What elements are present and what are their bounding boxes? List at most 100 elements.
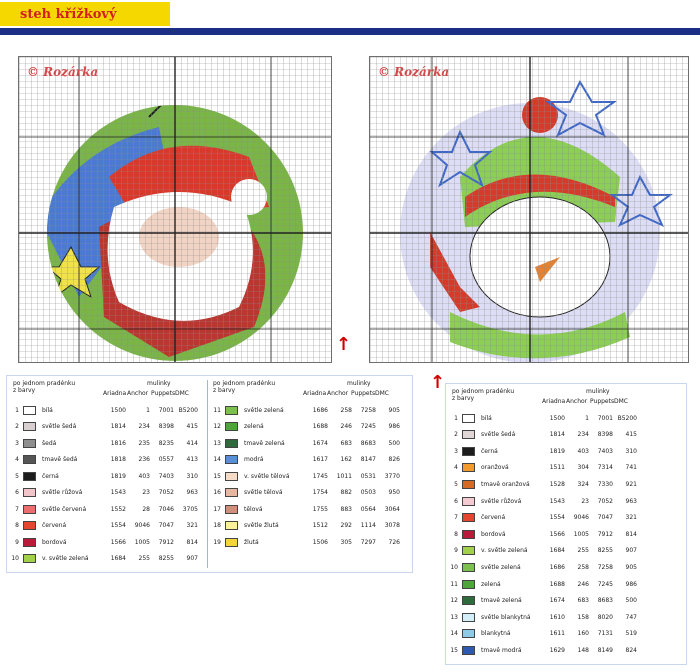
legend-column-header: Puppets — [151, 390, 176, 397]
legend-color-name: v. světle tělová — [244, 472, 290, 480]
legend-row-number: 5 — [454, 480, 458, 488]
legend-puppets: 7330 — [597, 480, 613, 488]
legend-row: 9 v. světle zelená 1684 255 8255 907 — [448, 543, 637, 559]
legend-ariadna: 1611 — [549, 630, 565, 638]
legend-swatch — [462, 645, 475, 655]
legend-row: 1 bílá 1500 1 7001 B5200 — [448, 410, 637, 426]
legend-anchor: 28 — [142, 505, 150, 513]
legend-swatch — [225, 504, 238, 514]
legend-row-number: 15 — [450, 646, 458, 654]
legend-puppets: 7001 — [597, 414, 613, 422]
legend-dmc: B5200 — [178, 406, 198, 414]
legend-row-number: 16 — [213, 489, 221, 496]
legend-color-name: bílá — [481, 414, 492, 422]
legend-anchor: 246 — [340, 423, 352, 430]
legend-puppets: 8235 — [158, 439, 174, 447]
legend-ariadna: 1745 — [312, 472, 328, 480]
legend-column-header: Anchor — [327, 390, 349, 397]
legend-row-number: 9 — [15, 538, 19, 546]
page-title: steh křížkový — [20, 7, 117, 22]
legend-row-number: 17 — [213, 505, 221, 513]
legend-swatch — [225, 405, 238, 415]
legend-color-name: tělová — [244, 505, 263, 513]
legend-row-number: 8 — [15, 522, 19, 529]
legend-puppets: 7052 — [597, 497, 613, 505]
legend-row: 4 tmavě šedá 1818 236 0557 413 — [9, 452, 198, 468]
legend-row-number: 7 — [15, 505, 19, 513]
legend-row-number: 3 — [15, 439, 19, 447]
legend-anchor: 403 — [138, 472, 150, 480]
legend-row: 11 světle zelená 1686 258 7258 905 — [211, 402, 400, 418]
legend-color-name: v. světle zelená — [481, 547, 528, 555]
legend-swatch — [462, 546, 475, 556]
legend-puppets: 7047 — [597, 514, 613, 522]
legend-dmc: 986 — [388, 423, 400, 430]
legend-color-name: černá — [42, 472, 59, 480]
legend-swatch — [23, 537, 36, 547]
legend-swatch — [462, 446, 475, 456]
legend-row: 10 světle zelená 1686 258 7258 905 — [448, 559, 637, 575]
legend-dmc: 321 — [186, 522, 198, 529]
legend-anchor: 304 — [577, 464, 589, 472]
legend-dmc: 921 — [625, 480, 637, 488]
legend-puppets: 7912 — [597, 530, 613, 538]
legend-color-name: oranžová — [481, 464, 509, 472]
legend-puppets: 0564 — [360, 505, 376, 513]
legend-ariadna: 1566 — [549, 530, 565, 538]
legend-swatch — [462, 430, 475, 440]
legend-dmc: 986 — [625, 580, 637, 588]
legend-column-header: DMC — [614, 398, 628, 405]
legend-anchor: 1 — [585, 414, 589, 422]
legend-row: 12 tmavě zelená 1674 683 8683 500 — [448, 593, 637, 609]
legend-swatch — [23, 422, 36, 431]
legend-anchor: 23 — [581, 497, 589, 505]
legend-ariadna: 1554 — [549, 514, 565, 522]
legend-dmc: 413 — [186, 456, 198, 463]
legend-row-number: 11 — [213, 406, 221, 414]
legend-row: 2 světle šedá 1814 234 8398 415 — [9, 419, 198, 435]
legend-anchor: 883 — [340, 505, 352, 513]
legend-row-number: 4 — [15, 456, 19, 463]
legend-row: 14 modrá 1617 162 8147 826 — [211, 452, 400, 468]
santa-chart: © Rozárka — [18, 56, 332, 363]
legend-swatch — [462, 596, 475, 606]
legend-row: 10 v. světle zelená 1684 255 8255 907 — [9, 551, 198, 567]
legend-dmc: 814 — [186, 538, 198, 546]
legend-row: 1 bílá 1500 1 7001 B5200 — [9, 402, 198, 418]
legend-anchor: 255 — [577, 547, 589, 555]
legend-swatch — [462, 629, 475, 639]
legend-dmc: 907 — [625, 547, 637, 555]
legend-puppets: 7258 — [360, 406, 376, 414]
legend-row-number: 11 — [450, 580, 458, 588]
legend-ariadna: 1684 — [110, 555, 126, 562]
legend-puppets: 0531 — [360, 472, 376, 480]
legend-ariadna: 1688 — [312, 423, 328, 430]
legend-ariadna: 1554 — [110, 522, 126, 529]
header-divider — [0, 28, 700, 35]
snowman-chart: © Rozárka — [369, 56, 689, 363]
legend-dmc: 414 — [186, 439, 198, 447]
legend-ariadna: 1543 — [110, 489, 126, 496]
legend-right: po jednom pradénku z barvy mulinky Ariadna… — [445, 383, 687, 665]
legend-ariadna: 1506 — [312, 538, 328, 546]
legend-dmc: 310 — [625, 447, 637, 455]
legend-swatch — [23, 438, 36, 448]
legend-anchor: 162 — [340, 456, 352, 463]
legend-color-name: světle šedá — [481, 431, 516, 439]
legend-puppets: 8020 — [597, 613, 613, 621]
legend-color-name: bordová — [42, 538, 67, 546]
legend-dmc: 824 — [625, 646, 637, 654]
legend-row-number: 10 — [11, 555, 19, 562]
legend-color-name: černá — [481, 447, 498, 455]
legend-row: 18 světle žlutá 1512 292 1114 3078 — [211, 518, 400, 534]
legend-dmc: 415 — [625, 431, 637, 439]
legend-color-name: tmavě oranžová — [481, 480, 530, 488]
legend-swatch — [462, 479, 475, 489]
legend-row-number: 15 — [213, 472, 221, 480]
legend-row-number: 12 — [213, 423, 221, 430]
legend-puppets: 7245 — [360, 423, 376, 430]
legend-row: 15 v. světle tělová 1745 1011 0531 3770 — [211, 468, 400, 484]
legend-row: 13 světle blankytná 1610 158 8020 747 — [448, 609, 637, 625]
legend-puppets: 7403 — [158, 472, 174, 480]
legend-row: 4 oranžová 1511 304 7314 741 — [448, 460, 637, 476]
